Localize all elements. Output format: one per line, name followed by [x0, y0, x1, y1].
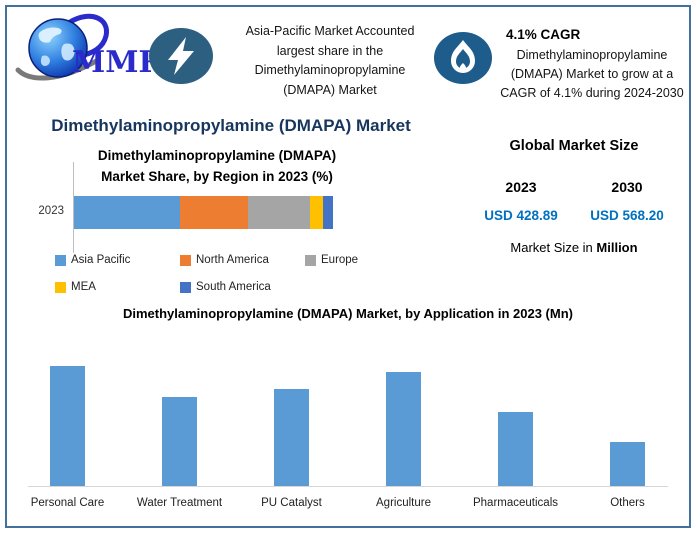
region-chart-title-line: Dimethylaminopropylamine (DMAPA) [97, 148, 337, 163]
cagr-line: CAGR of 4.1% during 2024-2030 [500, 86, 684, 100]
footnote-unit: Million [596, 240, 638, 255]
bar-segment-europe [247, 196, 310, 229]
market-size-footnote: Market Size in Million [468, 240, 680, 255]
category-label-water-treatment: Water Treatment [136, 497, 223, 509]
bar-pu-catalyst [274, 388, 309, 486]
legend-item-mea: MEA [55, 281, 180, 293]
legend-swatch-asia-pacific [55, 254, 66, 266]
legend-label: Europe [321, 254, 359, 266]
cagr-title: 4.1% CAGR [506, 27, 581, 42]
category-label-agriculture: Agriculture [376, 497, 431, 509]
cagr-line: (DMAPA) Market to grow at a [510, 67, 674, 81]
cagr-line: Dimethylaminopropylamine [516, 48, 668, 62]
application-chart-title: Dimethylaminopropylamine (DMAPA) Market,… [122, 306, 573, 321]
bar-segment-north-america [180, 196, 248, 229]
headline-line: largest share in the [276, 43, 384, 58]
lightning-icon [148, 27, 214, 90]
region-legend-row-1: Asia Pacific North America Europe [55, 254, 430, 266]
region-chart-year-label: 2023 [38, 205, 64, 217]
page-title: Dimethylaminopropylamine (DMAPA) Market [51, 116, 411, 135]
global-market-size-panel: Global Market Size 2023 2030 USD 428.89 … [468, 138, 680, 255]
legend-swatch-europe [305, 254, 316, 266]
category-label-personal-care: Personal Care [30, 497, 105, 509]
cagr-block: 4.1% CAGR Dimethylaminopropylamine (DMAP… [492, 27, 692, 103]
bar-agriculture [386, 372, 421, 486]
legend-swatch-south-america [180, 281, 191, 293]
bar-personal-care [50, 366, 85, 486]
region-chart-title: Dimethylaminopropylamine (DMAPA) Market … [72, 146, 362, 187]
market-value-2030: USD 568.20 [590, 208, 664, 223]
bar-segment-south-america [322, 196, 333, 229]
bar-segment-asia-pacific [74, 196, 181, 229]
globe-continent [61, 43, 75, 61]
legend-swatch-mea [55, 281, 66, 293]
footnote-prefix: Market Size in [510, 240, 597, 255]
bar-pharmaceuticals [498, 411, 533, 486]
headline-line: Asia-Pacific Market Accounted [245, 24, 415, 38]
market-value-2023: USD 428.89 [484, 208, 558, 223]
globe-continent [40, 55, 50, 66]
category-label-pharmaceuticals: Pharmaceuticals [472, 497, 558, 509]
lightning-bolt-glyph [168, 37, 194, 75]
legend-label: Asia Pacific [71, 254, 131, 266]
region-chart-axis-line [73, 162, 74, 253]
bar-others [610, 441, 645, 486]
region-chart-title-line: Market Share, by Region in 2023 (%) [101, 168, 333, 184]
headline-text: Asia-Pacific Market Accounted largest sh… [222, 22, 438, 100]
panel-title: Global Market Size [509, 138, 639, 154]
mmr-logo: MMR [12, 10, 164, 92]
category-label-others: Others [610, 497, 645, 509]
legend-item-europe: Europe [305, 254, 430, 266]
region-legend-row-2: MEA South America [55, 281, 305, 293]
flame-glyph-drop [459, 63, 466, 71]
flame-glyph-inner [456, 49, 470, 69]
logo-swoosh-gray [15, 57, 101, 81]
headline-line: Dimethylaminopropylamine [254, 63, 406, 77]
legend-item-asia-pacific: Asia Pacific [55, 254, 180, 266]
category-label-pu-catalyst: PU Catalyst [261, 497, 322, 509]
globe-continent [38, 27, 62, 43]
logo-text: MMR [72, 45, 152, 80]
year-2023-label: 2023 [505, 179, 537, 195]
legend-label: North America [196, 254, 269, 266]
bar-water-treatment [162, 397, 197, 486]
bar-segment-mea [309, 196, 323, 229]
legend-label: South America [196, 281, 271, 293]
legend-item-north-america: North America [180, 254, 305, 266]
headline-line: (DMAPA) Market [283, 82, 377, 97]
legend-label: MEA [71, 281, 96, 293]
logo-swoosh-blue [67, 13, 109, 59]
region-stacked-bar [74, 196, 333, 229]
application-chart-plot: Personal Care Water Treatment PU Catalyst A… [0, 360, 696, 530]
application-chart-axis-line [28, 486, 668, 487]
flame-icon [433, 31, 493, 90]
legend-item-south-america: South America [180, 281, 305, 293]
year-2030-label: 2030 [611, 179, 643, 195]
mmr-globe-logo: MMR [15, 13, 164, 81]
legend-swatch-north-america [180, 254, 191, 266]
